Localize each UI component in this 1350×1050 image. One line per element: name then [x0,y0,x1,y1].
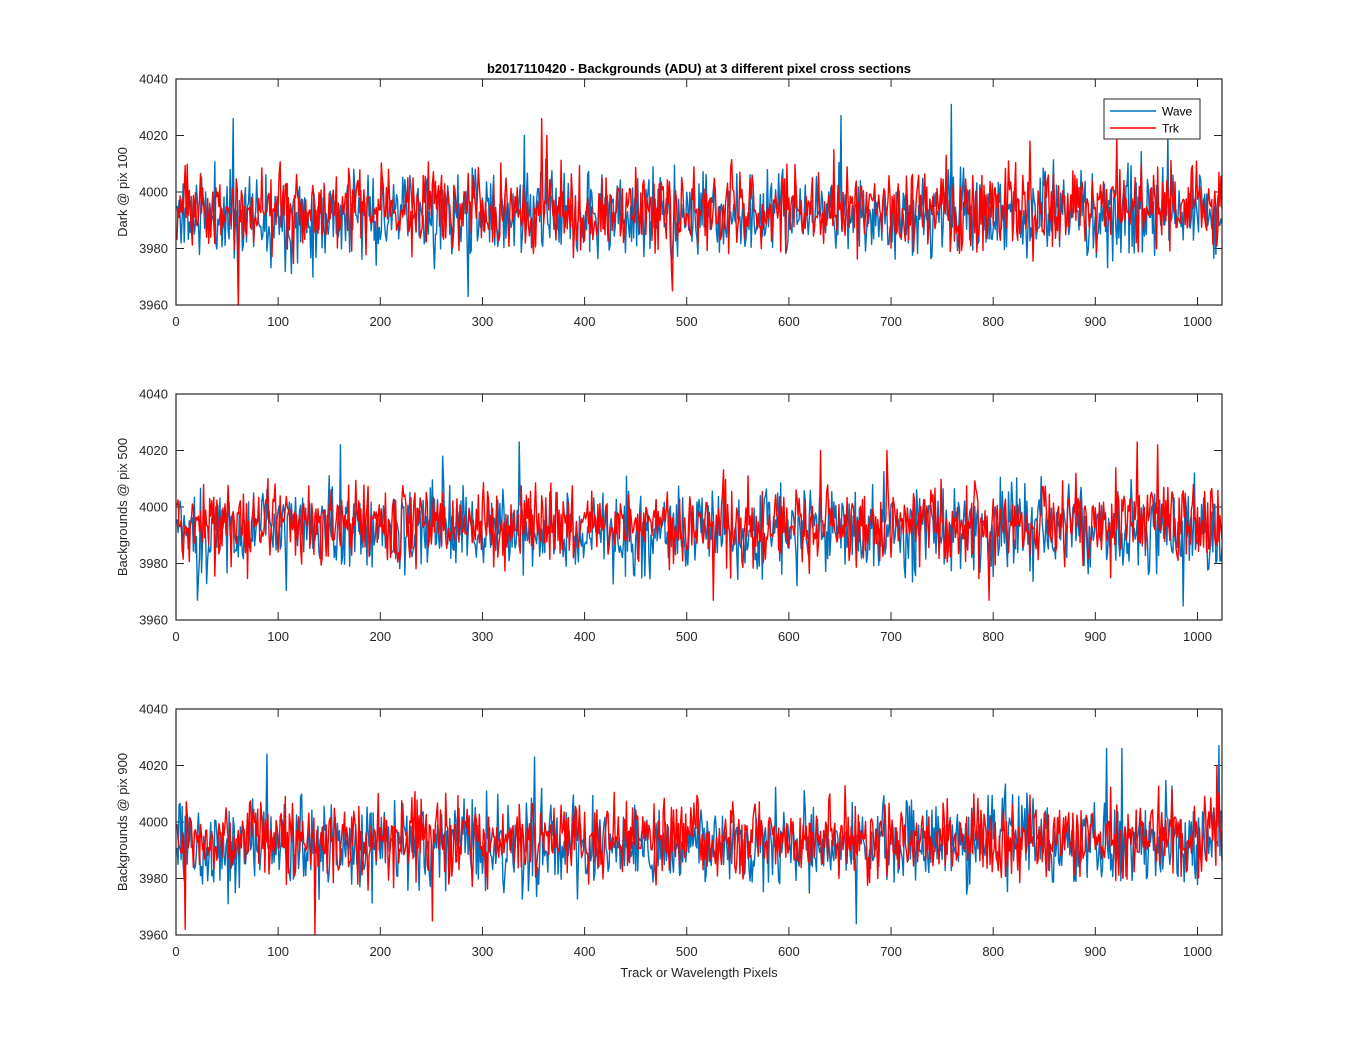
x-tick-label: 600 [778,314,800,329]
x-tick-label: 0 [172,944,179,959]
y-axis-label: Backgrounds @ pix 500 [115,438,130,576]
panel-backgrounds-pix-500: 3960 3980 4000 4020 4040 0 100 200 300 400 500 600 7… [115,387,1223,644]
y-tick-label: 3980 [139,871,168,886]
y-tick-label: 4020 [139,128,168,143]
y-tick-label: 4020 [139,758,168,773]
x-tick-label: 100 [267,629,289,644]
x-tick-label: 600 [778,629,800,644]
series-line-trk [176,441,1223,601]
y-axis-label: Dark @ pix 100 [115,147,130,237]
panel-dark-pix-100: 3960 3980 4000 4020 4040 0 100 200 300 400 500 600 7… [115,72,1223,329]
x-tick-label: 300 [472,944,494,959]
x-tick-label: 700 [880,314,902,329]
x-tick-label: 400 [574,314,596,329]
y-tick-label: 4000 [139,815,168,830]
panel-backgrounds-pix-900: 3960 3980 4000 4020 4040 0 100 200 300 400 500 600 7… [115,702,1223,959]
y-tick-label: 4000 [139,500,168,515]
x-tick-label: 800 [982,944,1004,959]
x-tick-label: 900 [1084,944,1106,959]
y-axis-label: Backgrounds @ pix 900 [115,753,130,891]
series-line-trk [176,764,1223,936]
chart-title: b2017110420 - Backgrounds (ADU) at 3 dif… [487,61,911,76]
legend: Wave Trk [1103,98,1201,140]
y-tick-label: 4040 [139,702,168,717]
x-tick-label: 1000 [1183,314,1212,329]
x-tick-label: 800 [982,314,1004,329]
y-tick-label: 4000 [139,185,168,200]
x-tick-label: 600 [778,944,800,959]
x-tick-label: 800 [982,629,1004,644]
series-line-trk [176,117,1223,306]
x-tick-label: 300 [472,629,494,644]
legend-label-wave: Wave [1162,105,1193,119]
x-tick-label: 200 [369,314,391,329]
y-tick-label: 3960 [139,298,168,313]
x-tick-label: 200 [369,629,391,644]
x-tick-label: 300 [472,314,494,329]
x-tick-label: 200 [369,944,391,959]
y-tick-label: 3980 [139,241,168,256]
x-tick-label: 900 [1084,314,1106,329]
x-tick-label: 1000 [1183,629,1212,644]
x-tick-label: 100 [267,314,289,329]
x-tick-label: 500 [676,314,698,329]
y-tick-label: 4040 [139,72,168,87]
x-tick-label: 100 [267,944,289,959]
y-tick-label: 4020 [139,443,168,458]
axes-box [175,708,1223,936]
x-tick-label: 400 [574,629,596,644]
x-tick-label: 500 [676,944,698,959]
x-axis-label: Track or Wavelength Pixels [620,965,778,980]
x-tick-label: 700 [880,944,902,959]
x-tick-label: 0 [172,629,179,644]
y-tick-label: 3960 [139,928,168,943]
axes-box [175,393,1223,621]
axes-box [175,78,1223,306]
y-tick-label: 3980 [139,556,168,571]
x-tick-label: 500 [676,629,698,644]
x-tick-label: 1000 [1183,944,1212,959]
x-tick-label: 900 [1084,629,1106,644]
y-tick-label: 4040 [139,387,168,402]
legend-label-trk: Trk [1162,122,1180,136]
y-tick-label: 3960 [139,613,168,628]
x-tick-label: 400 [574,944,596,959]
series-line-wave [176,745,1223,925]
x-tick-label: 0 [172,314,179,329]
legend-box [1103,98,1201,140]
x-tick-label: 700 [880,629,902,644]
